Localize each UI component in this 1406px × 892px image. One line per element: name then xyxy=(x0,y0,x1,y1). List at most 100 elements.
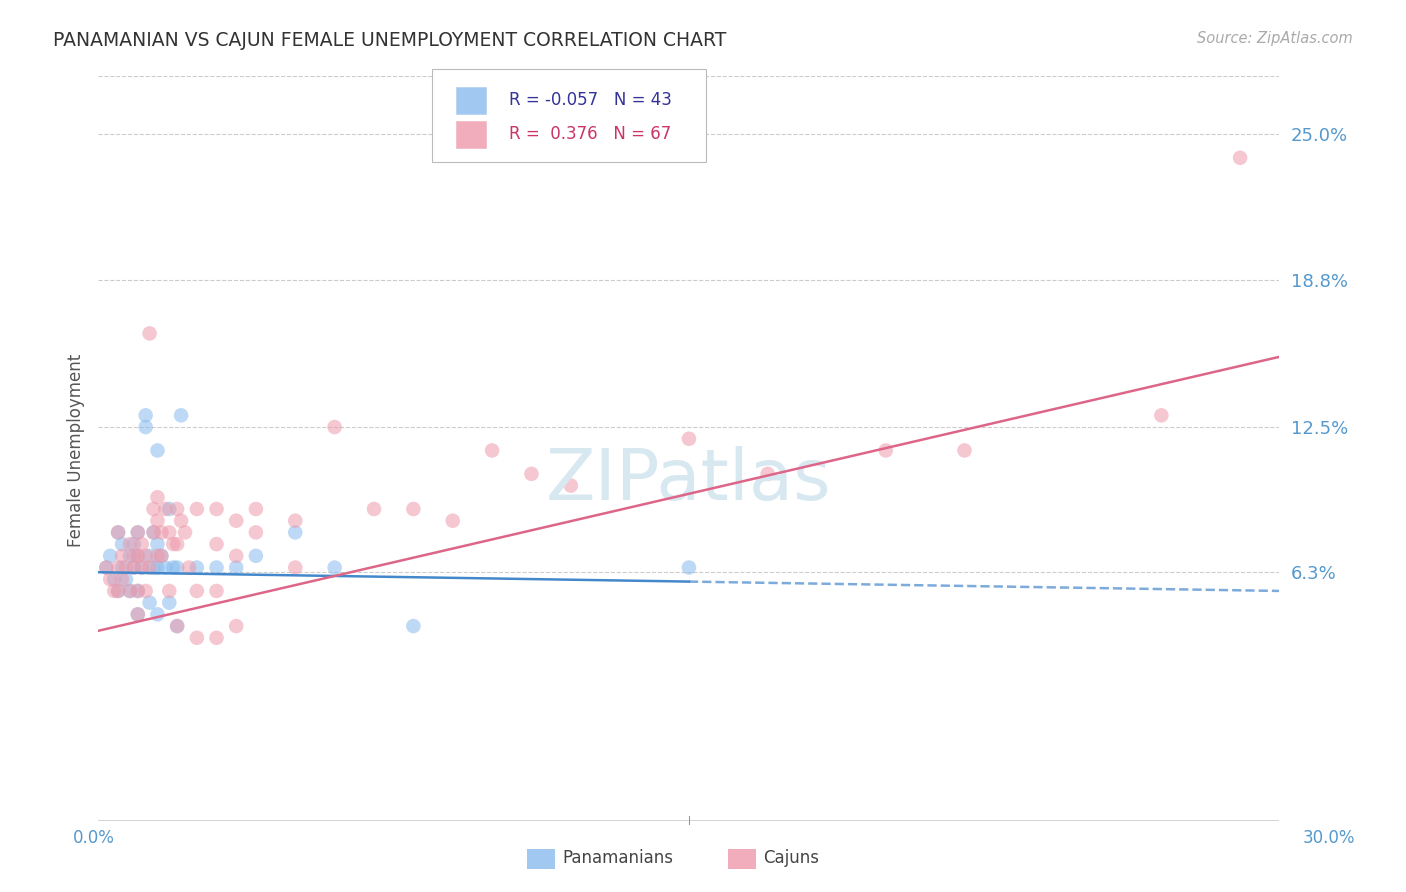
Point xyxy=(245,525,267,540)
Text: R =  0.376   N = 67: R = 0.376 N = 67 xyxy=(509,125,671,143)
Point xyxy=(127,525,149,540)
Point xyxy=(103,572,125,586)
Point xyxy=(138,549,160,563)
Point xyxy=(142,525,165,540)
Point xyxy=(146,514,169,528)
Point xyxy=(127,525,149,540)
Point xyxy=(122,537,145,551)
Point xyxy=(142,560,165,574)
Point xyxy=(122,549,145,563)
Point xyxy=(205,631,228,645)
Point xyxy=(142,502,165,516)
Point xyxy=(107,560,129,574)
Point xyxy=(127,607,149,622)
Point xyxy=(150,549,173,563)
Point xyxy=(170,514,193,528)
Point xyxy=(127,583,149,598)
Point xyxy=(402,619,425,633)
Point xyxy=(118,583,141,598)
Point xyxy=(186,631,208,645)
Point xyxy=(107,583,129,598)
Point xyxy=(115,560,138,574)
Point xyxy=(135,420,157,434)
Point xyxy=(166,619,188,633)
Point xyxy=(118,537,141,551)
Point xyxy=(142,525,165,540)
Point xyxy=(678,432,700,446)
Point xyxy=(146,490,169,504)
Point xyxy=(284,525,307,540)
Point xyxy=(98,572,121,586)
Point xyxy=(174,525,197,540)
Point xyxy=(166,537,188,551)
Point xyxy=(225,549,247,563)
Point xyxy=(245,502,267,516)
Text: Source: ZipAtlas.com: Source: ZipAtlas.com xyxy=(1197,31,1353,46)
Point xyxy=(111,537,134,551)
Text: 0.0%: 0.0% xyxy=(73,830,115,847)
Point xyxy=(441,514,464,528)
Point xyxy=(560,478,582,492)
Point xyxy=(245,549,267,563)
Point xyxy=(135,409,157,423)
Point xyxy=(96,560,118,574)
Point xyxy=(131,537,153,551)
Point xyxy=(756,467,779,481)
Point xyxy=(127,583,149,598)
Point xyxy=(146,560,169,574)
Point xyxy=(481,443,503,458)
Point xyxy=(146,549,169,563)
Point xyxy=(96,560,118,574)
Point xyxy=(111,549,134,563)
Point xyxy=(166,502,188,516)
Point xyxy=(150,525,173,540)
Point xyxy=(107,525,129,540)
Point xyxy=(111,560,134,574)
Text: Cajuns: Cajuns xyxy=(763,849,820,867)
Y-axis label: Female Unemployment: Female Unemployment xyxy=(66,354,84,547)
Point xyxy=(284,560,307,574)
Point xyxy=(118,549,141,563)
Point xyxy=(118,583,141,598)
Point xyxy=(127,607,149,622)
Point xyxy=(162,560,184,574)
Point xyxy=(205,502,228,516)
Text: Panamanians: Panamanians xyxy=(562,849,673,867)
Point xyxy=(520,467,543,481)
Point xyxy=(111,572,134,586)
Text: PANAMANIAN VS CAJUN FEMALE UNEMPLOYMENT CORRELATION CHART: PANAMANIAN VS CAJUN FEMALE UNEMPLOYMENT … xyxy=(53,31,727,50)
Point xyxy=(953,443,976,458)
Point xyxy=(138,560,160,574)
Point xyxy=(166,619,188,633)
Point xyxy=(323,420,346,434)
Point xyxy=(225,560,247,574)
Point xyxy=(107,583,129,598)
Point xyxy=(107,525,129,540)
Point xyxy=(157,525,180,540)
Point xyxy=(875,443,897,458)
Point xyxy=(205,560,228,574)
Point xyxy=(131,560,153,574)
Point xyxy=(1229,151,1251,165)
Point xyxy=(138,326,160,341)
Point xyxy=(127,549,149,563)
Point xyxy=(205,537,228,551)
Point xyxy=(678,560,700,574)
Point xyxy=(103,583,125,598)
Point xyxy=(186,583,208,598)
Point xyxy=(135,583,157,598)
Point xyxy=(155,502,177,516)
Point xyxy=(155,560,177,574)
Point xyxy=(186,560,208,574)
Point xyxy=(98,549,121,563)
Point xyxy=(131,560,153,574)
Point xyxy=(166,560,188,574)
Point xyxy=(363,502,385,516)
Point xyxy=(323,560,346,574)
Point xyxy=(402,502,425,516)
Point xyxy=(135,549,157,563)
Point xyxy=(150,549,173,563)
Point xyxy=(186,502,208,516)
Text: R = -0.057   N = 43: R = -0.057 N = 43 xyxy=(509,91,672,109)
Point xyxy=(284,514,307,528)
